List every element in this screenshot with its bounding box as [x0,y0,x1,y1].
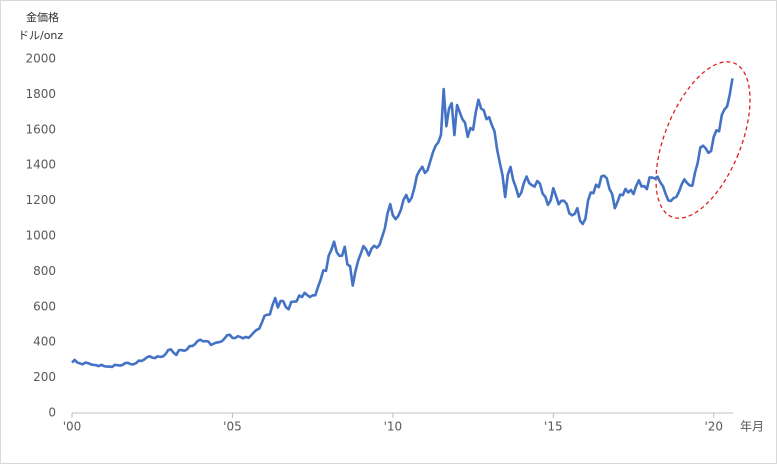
y-tick-label: 400 [33,335,56,349]
y-tick-label: 1800 [25,87,56,101]
y-tick-label: 2000 [25,52,56,66]
x-tick-label: '05 [223,420,242,434]
y-tick-label: 0 [48,406,56,420]
unit-label: ドル/onz [18,29,63,42]
y-tick-label: 1400 [25,158,56,172]
x-tick-label: '20 [704,420,723,434]
y-tick-label: 1600 [25,122,56,136]
price-line [71,78,734,369]
x-tick-label: '15 [544,420,563,434]
y-tick-label: 1200 [25,193,56,207]
y-tick-label: 800 [33,264,56,278]
x-axis-label: 年月 [740,420,764,434]
y-tick-label: 600 [33,299,56,313]
unit-title: 金価格 [26,10,59,24]
y-tick-label: 200 [33,370,56,384]
highlight-ellipse [655,61,751,219]
y-tick-label: 1000 [25,229,56,243]
x-tick-label: '10 [384,420,403,434]
x-tick-label: '00 [63,420,82,434]
